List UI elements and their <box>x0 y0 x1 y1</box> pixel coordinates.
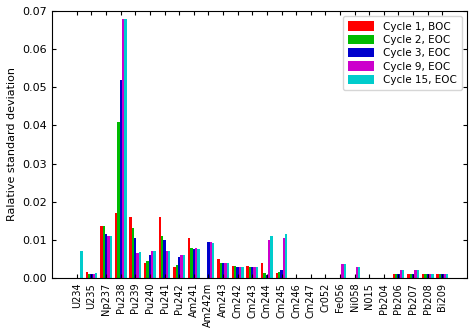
Bar <box>237 267 239 278</box>
Bar <box>92 274 95 278</box>
Bar <box>266 275 268 278</box>
Bar <box>254 267 256 278</box>
Bar <box>234 266 237 278</box>
Bar <box>246 266 249 278</box>
Bar <box>441 274 444 278</box>
Bar <box>190 248 192 278</box>
Bar <box>146 261 149 278</box>
Bar <box>100 226 102 278</box>
Bar <box>129 217 132 278</box>
Bar <box>188 238 190 278</box>
Bar <box>105 234 107 278</box>
Bar <box>124 19 127 278</box>
Bar <box>256 267 258 278</box>
Bar <box>400 270 402 278</box>
Bar <box>132 228 134 278</box>
Bar <box>344 264 346 278</box>
Bar <box>159 217 161 278</box>
Bar <box>341 264 344 278</box>
Bar <box>122 19 124 278</box>
Bar <box>195 248 197 278</box>
Bar <box>134 238 137 278</box>
Bar <box>151 251 154 278</box>
Bar <box>88 274 90 278</box>
Legend: Cycle 1, BOC, Cycle 2, EOC, Cycle 3, EOC, Cycle 9, EOC, Cycle 15, EOC: Cycle 1, BOC, Cycle 2, EOC, Cycle 3, EOC… <box>343 16 462 90</box>
Bar <box>149 255 151 278</box>
Bar <box>239 267 241 278</box>
Bar <box>278 272 280 278</box>
Bar <box>285 234 287 278</box>
Bar <box>137 253 139 278</box>
Bar <box>166 251 168 278</box>
Bar <box>102 226 105 278</box>
Bar <box>261 263 264 278</box>
Bar <box>86 272 88 278</box>
Bar <box>139 252 141 278</box>
Bar <box>109 236 112 278</box>
Bar <box>251 267 254 278</box>
Bar <box>212 243 214 278</box>
Bar <box>232 266 234 278</box>
Bar <box>446 274 448 278</box>
Bar <box>414 270 417 278</box>
Bar <box>276 273 278 278</box>
Bar <box>80 251 82 278</box>
Bar <box>264 273 266 278</box>
Bar <box>227 263 229 278</box>
Bar <box>182 255 185 278</box>
Y-axis label: Ralative standard deviation: Ralative standard deviation <box>7 67 17 221</box>
Bar <box>176 265 178 278</box>
Bar <box>95 273 97 278</box>
Bar <box>222 263 224 278</box>
Bar <box>180 255 182 278</box>
Bar <box>144 263 146 278</box>
Bar <box>117 122 119 278</box>
Bar <box>412 274 414 278</box>
Bar <box>437 274 439 278</box>
Bar <box>283 238 285 278</box>
Bar <box>392 274 395 278</box>
Bar <box>154 251 156 278</box>
Bar <box>168 251 170 278</box>
Bar <box>356 267 358 278</box>
Bar <box>210 242 212 278</box>
Bar <box>358 267 360 278</box>
Bar <box>192 249 195 278</box>
Bar <box>444 274 446 278</box>
Bar <box>219 263 222 278</box>
Bar <box>270 236 273 278</box>
Bar <box>161 236 164 278</box>
Bar <box>90 274 92 278</box>
Bar <box>119 79 122 278</box>
Bar <box>217 259 219 278</box>
Bar <box>197 249 200 278</box>
Bar <box>427 274 429 278</box>
Bar <box>429 274 431 278</box>
Bar <box>178 257 180 278</box>
Bar <box>224 263 227 278</box>
Bar <box>395 274 397 278</box>
Bar <box>422 274 424 278</box>
Bar <box>173 267 176 278</box>
Bar <box>268 240 270 278</box>
Bar <box>241 267 244 278</box>
Bar <box>410 274 412 278</box>
Bar <box>402 270 404 278</box>
Bar <box>115 213 117 278</box>
Bar <box>431 274 434 278</box>
Bar <box>280 270 283 278</box>
Bar <box>417 270 419 278</box>
Bar <box>249 267 251 278</box>
Bar <box>107 236 109 278</box>
Bar <box>424 274 427 278</box>
Bar <box>164 240 166 278</box>
Bar <box>439 274 441 278</box>
Bar <box>207 242 210 278</box>
Bar <box>407 274 410 278</box>
Bar <box>397 274 400 278</box>
